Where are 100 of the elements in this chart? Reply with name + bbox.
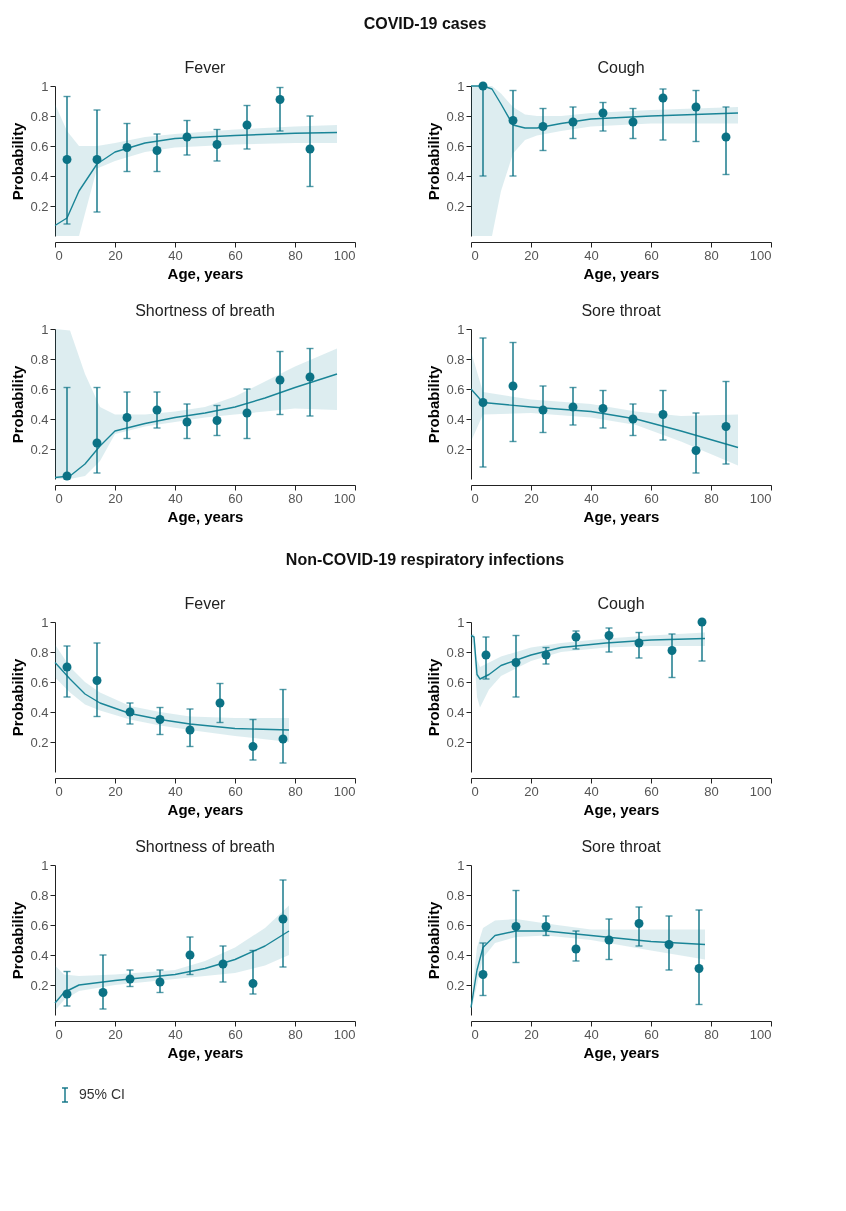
y-tick-label: 1: [457, 78, 465, 94]
point: [248, 742, 258, 751]
point: [541, 922, 551, 931]
point: [658, 410, 668, 419]
point: [571, 944, 581, 954]
chart-title: Cough: [597, 595, 645, 612]
y-tick-label: 0.2: [446, 977, 465, 993]
y-tick-label: 0.8: [30, 887, 49, 903]
x-tick-label: 40: [168, 247, 183, 263]
x-tick-label: 40: [584, 783, 599, 799]
point: [508, 116, 518, 125]
y-tick-label: 0.4: [446, 168, 465, 184]
y-tick-label: 0.8: [446, 887, 465, 903]
point: [511, 922, 521, 931]
point: [92, 155, 102, 164]
y-tick-label: 0.2: [446, 734, 465, 750]
point: [122, 413, 132, 422]
y-axis-title: Probability: [9, 365, 27, 444]
x-axis-title: Age, years: [583, 507, 660, 525]
x-tick-label: 40: [584, 490, 599, 506]
x-tick-label: 40: [168, 490, 183, 506]
y-tick-label: 1: [41, 614, 49, 630]
x-tick-label: 100: [333, 247, 356, 263]
y-tick-label: 1: [457, 321, 465, 337]
y-tick-label: 0.6: [30, 138, 49, 154]
point: [152, 146, 162, 155]
chart-title: Fever: [184, 59, 227, 76]
x-tick-label: 0: [471, 490, 479, 506]
legend-label: 95% CI: [79, 1086, 125, 1102]
y-tick-label: 0.4: [30, 168, 49, 184]
chart-title: Fever: [184, 595, 227, 612]
point: [98, 988, 108, 997]
point: [155, 977, 165, 987]
x-tick-label: 20: [108, 1026, 123, 1042]
y-tick-label: 0.6: [446, 674, 465, 690]
point: [242, 408, 252, 418]
point: [62, 471, 72, 481]
y-tick-label: 0.6: [446, 138, 465, 154]
point: [478, 970, 488, 979]
chart-title: Shortness of breath: [135, 838, 275, 855]
point: [215, 698, 225, 708]
x-axis-title: Age, years: [583, 1043, 660, 1061]
y-tick-label: 1: [41, 321, 49, 337]
point: [628, 414, 638, 424]
x-tick-label: 0: [471, 247, 479, 263]
point: [122, 143, 132, 152]
y-tick-label: 0.2: [30, 977, 49, 993]
y-axis-title: Probability: [425, 901, 443, 980]
x-tick-label: 0: [55, 783, 63, 799]
point: [275, 375, 285, 385]
point: [185, 950, 195, 960]
x-tick-label: 100: [749, 247, 772, 263]
x-tick-label: 60: [228, 1026, 243, 1042]
x-tick-label: 60: [644, 490, 659, 506]
x-tick-label: 20: [108, 247, 123, 263]
y-axis-title: Probability: [425, 658, 443, 737]
point: [62, 155, 72, 164]
point: [667, 646, 677, 655]
y-tick-label: 1: [457, 857, 465, 873]
y-axis-title: Probability: [425, 365, 443, 444]
point: [721, 422, 731, 431]
x-tick-label: 60: [644, 1026, 659, 1042]
y-tick-label: 1: [41, 78, 49, 94]
point: [92, 676, 102, 685]
y-tick-label: 0.8: [30, 351, 49, 367]
x-tick-label: 0: [471, 783, 479, 799]
point: [92, 438, 102, 448]
point: [628, 117, 638, 127]
y-tick-label: 0.6: [30, 381, 49, 397]
y-tick-label: 0.2: [446, 198, 465, 214]
y-tick-label: 1: [41, 857, 49, 873]
x-tick-label: 40: [584, 247, 599, 263]
point: [568, 117, 578, 127]
point: [691, 446, 701, 455]
point: [305, 372, 315, 382]
point: [664, 940, 674, 949]
point: [478, 81, 488, 91]
y-tick-label: 0.2: [446, 441, 465, 457]
chart-title: Cough: [597, 59, 645, 76]
point: [538, 405, 548, 415]
point: [658, 93, 668, 103]
x-tick-label: 60: [228, 247, 243, 263]
point: [478, 398, 488, 407]
x-tick-label: 20: [524, 1026, 539, 1042]
point: [634, 919, 644, 928]
x-tick-label: 80: [704, 783, 719, 799]
text: COVID-19 cases: [363, 15, 487, 32]
x-tick-label: 60: [644, 247, 659, 263]
point: [212, 140, 222, 149]
point: [571, 632, 581, 642]
x-tick-label: 40: [584, 1026, 599, 1042]
point: [185, 725, 195, 735]
point: [604, 631, 614, 640]
y-tick-label: 0.8: [30, 644, 49, 660]
point: [305, 144, 315, 154]
x-tick-label: 80: [288, 247, 303, 263]
point: [125, 974, 135, 984]
x-tick-label: 0: [471, 1026, 479, 1042]
point: [152, 405, 162, 415]
point: [62, 662, 72, 672]
